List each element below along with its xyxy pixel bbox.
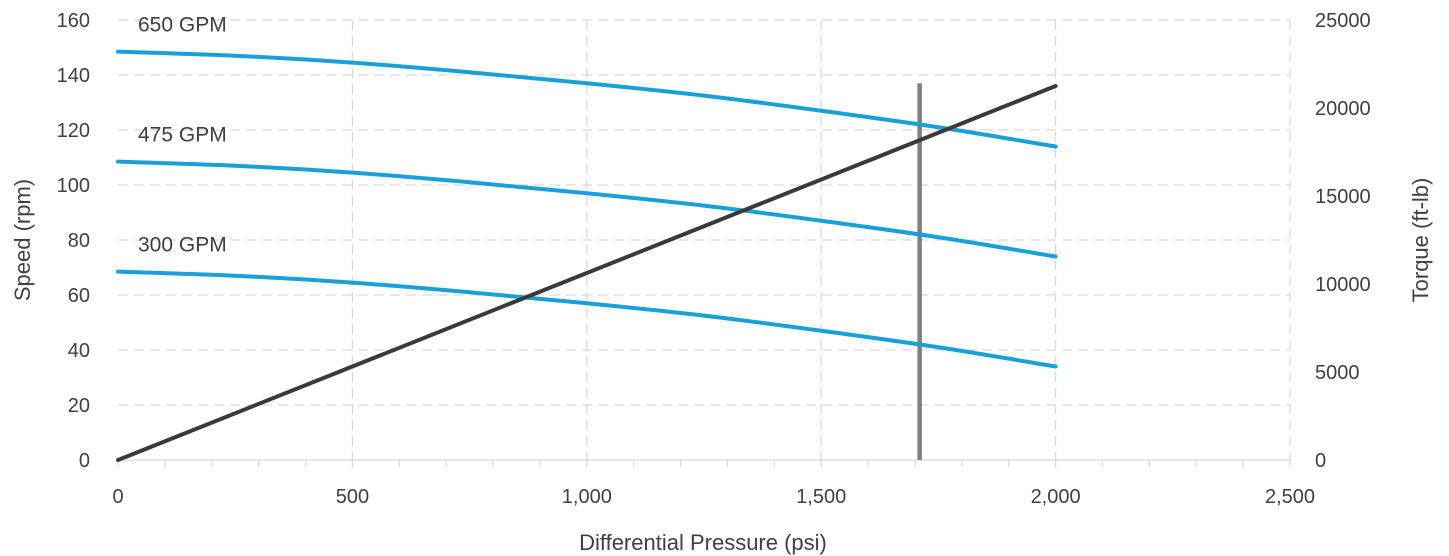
y-tick-label: 120 xyxy=(57,120,90,142)
x-tick-label: 500 xyxy=(336,486,369,508)
x-tick-label: 1,500 xyxy=(796,486,846,508)
series-label-650-gpm: 650 GPM xyxy=(138,14,227,37)
x-tick-label: 2,500 xyxy=(1265,486,1315,508)
x-axis-title: Differential Pressure (psi) xyxy=(579,530,827,555)
y-tick-label: 100 xyxy=(57,175,90,197)
y-tick-label: 140 xyxy=(57,65,90,87)
y2-tick-label: 15000 xyxy=(1315,186,1371,208)
y2-axis-title: Torque (ft-lb) xyxy=(1408,178,1433,303)
series-line-torque xyxy=(116,84,1058,462)
y-axis-title: Speed (rpm) xyxy=(10,179,35,301)
series-line-650-gpm xyxy=(116,49,1058,149)
y-tick-label: 0 xyxy=(79,450,90,472)
y-tick-label: 40 xyxy=(68,340,90,362)
x-tick-label: 0 xyxy=(112,486,123,508)
y2-tick-label: 25000 xyxy=(1315,10,1371,32)
y-tick-label: 20 xyxy=(68,395,90,417)
y-tick-label: 160 xyxy=(57,10,90,32)
x-tick-label: 2,000 xyxy=(1031,486,1081,508)
series-layer xyxy=(116,49,1058,462)
series-line-475-gpm xyxy=(116,159,1058,259)
y-tick-label: 60 xyxy=(68,285,90,307)
grid-layer xyxy=(117,19,1291,467)
x-tick-label: 1,000 xyxy=(562,486,612,508)
y2-tick-label: 20000 xyxy=(1315,98,1371,120)
series-label-475-gpm: 475 GPM xyxy=(138,124,227,147)
y-tick-label: 80 xyxy=(68,230,90,252)
series-line-300-gpm xyxy=(116,269,1058,369)
y2-tick-label: 0 xyxy=(1315,450,1326,472)
series-label-300-gpm: 300 GPM xyxy=(138,234,227,257)
y2-tick-label: 5000 xyxy=(1315,362,1360,384)
label-layer: 0 500 1,000 1,500 2,000 2,5000204060801001201… xyxy=(57,10,1371,508)
y2-tick-label: 10000 xyxy=(1315,274,1371,296)
